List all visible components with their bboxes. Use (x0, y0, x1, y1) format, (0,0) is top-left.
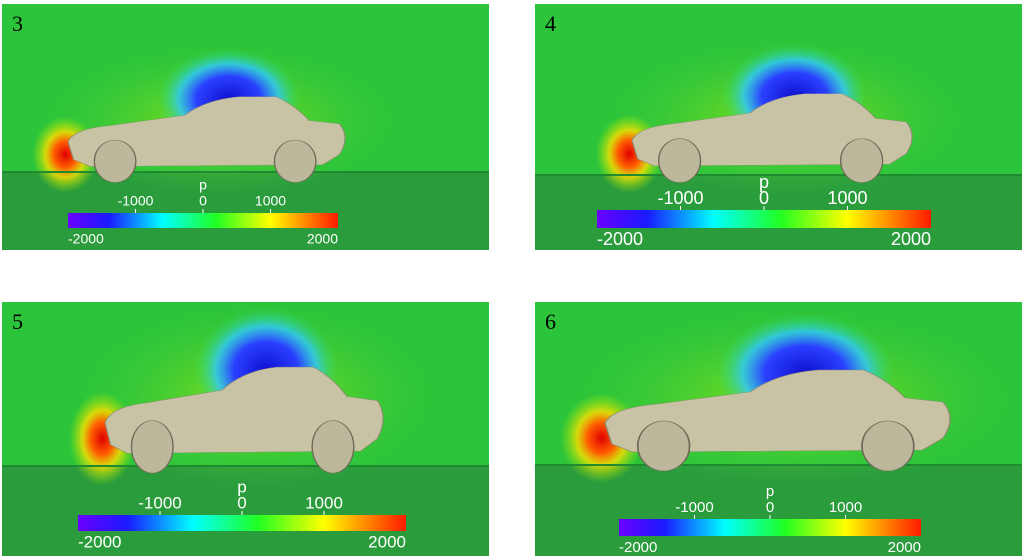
wheel (839, 138, 884, 183)
colorbar-title: p (766, 483, 774, 500)
tick-label: -1000 (118, 193, 154, 209)
car (631, 93, 913, 183)
colorbar (68, 213, 338, 228)
wheel (273, 139, 317, 183)
colorbar (78, 515, 406, 531)
colorbar-title: p (199, 177, 207, 193)
car-body (67, 96, 346, 167)
tick-label: 0 (237, 493, 246, 512)
colorbar-title: p (237, 477, 246, 496)
panel-label: 3 (12, 11, 23, 36)
tick-label: 0 (766, 499, 774, 516)
wheel (636, 420, 691, 472)
colorbar-min: -2000 (597, 229, 643, 249)
wheel (311, 420, 355, 474)
panel: 3 p -1000 0 1000 -2000 2000 (2, 4, 489, 250)
colorbar-max: 2000 (891, 229, 931, 249)
tick-label: -1000 (657, 188, 703, 208)
tick-label: 1000 (829, 499, 862, 516)
wheel (130, 420, 174, 474)
tick-label: 1000 (305, 493, 343, 512)
wheel (861, 420, 915, 472)
colorbar-min: -2000 (619, 539, 657, 556)
panel: 5 p -1000 0 1000 -2000 2000 (2, 302, 489, 556)
panel-label: 5 (12, 309, 23, 334)
panel-label: 4 (545, 11, 556, 36)
car (67, 96, 346, 183)
car-body (631, 93, 913, 167)
ground-edge (2, 171, 489, 173)
tick-label: -1000 (138, 493, 181, 512)
car (604, 369, 951, 472)
tick-label: 1000 (255, 193, 286, 209)
colorbar-min: -2000 (68, 231, 104, 247)
wheel (93, 139, 137, 183)
car-body (604, 369, 951, 453)
colorbar-max: 2000 (368, 532, 406, 551)
car (104, 366, 384, 474)
ground-edge (535, 464, 1022, 466)
colorbar-min: -2000 (78, 532, 121, 551)
tick-label: -1000 (675, 499, 713, 516)
colorbar (597, 210, 931, 228)
panel-label: 6 (545, 309, 556, 334)
colorbar-title: p (759, 172, 769, 192)
wheel (657, 138, 702, 183)
tick-label: 0 (759, 188, 769, 208)
tick-label: 1000 (827, 188, 867, 208)
panel: 6 p -1000 0 1000 -2000 2000 (535, 302, 1022, 556)
ground-edge (535, 174, 1022, 176)
colorbar-max: 2000 (888, 539, 921, 556)
colorbar-max: 2000 (307, 231, 338, 247)
car-body (104, 366, 384, 454)
ground-edge (2, 465, 489, 467)
tick-label: 0 (199, 193, 207, 209)
colorbar (619, 519, 921, 536)
panel: 4 p -1000 0 1000 -2000 2000 (535, 4, 1022, 250)
